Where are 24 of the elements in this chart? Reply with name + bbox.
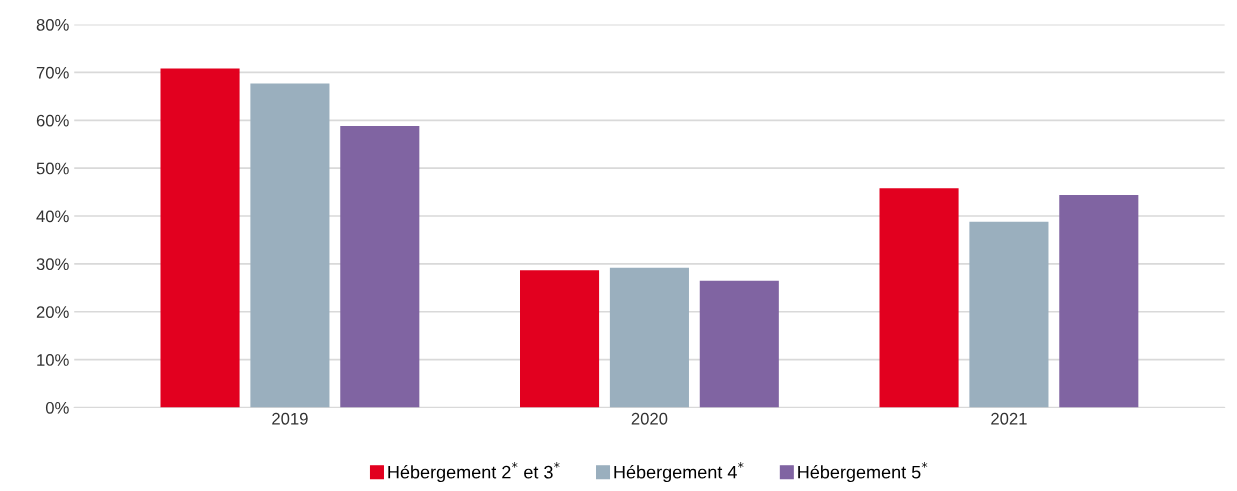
bar: [969, 221, 1049, 408]
legend-label: Hébergement 2$^{*}$ et 3$^{*}$: [388, 462, 560, 483]
bar: [520, 270, 600, 408]
bar: [1059, 194, 1139, 408]
legend-label: Hébergement 4$^{*}$: [614, 462, 744, 483]
x-tick-label: 2021: [991, 412, 1027, 425]
bar: [879, 188, 959, 408]
bar: [609, 267, 689, 408]
bar: [340, 126, 420, 408]
bar: [250, 83, 330, 408]
x-tick-label: 2020: [631, 412, 668, 425]
y-tick-label: 80%: [36, 18, 69, 31]
y-tick-label: 20%: [36, 306, 69, 318]
y-tick-label: 40%: [36, 210, 69, 223]
y-tick-label: 50%: [36, 162, 69, 175]
bar: [699, 280, 779, 408]
legend-label: Hébergement 5$^{*}$: [798, 462, 928, 483]
x-tick-label: 2019: [272, 412, 308, 425]
y-tick-label: 70%: [36, 66, 69, 79]
y-tick-label: 0%: [45, 401, 69, 414]
y-tick-label: 10%: [37, 354, 69, 366]
y-tick-label: 60%: [36, 114, 69, 127]
y-tick-label: 30%: [36, 258, 69, 271]
bar: [160, 68, 240, 408]
